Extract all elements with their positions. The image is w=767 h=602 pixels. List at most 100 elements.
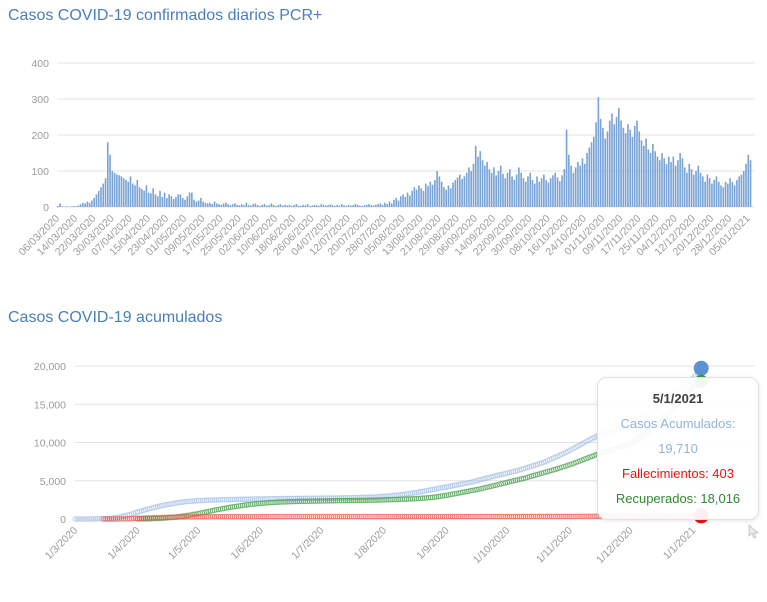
- series-point[interactable]: [433, 494, 440, 500]
- series-point[interactable]: [326, 513, 333, 520]
- daily-cases-bar[interactable]: [288, 204, 291, 207]
- daily-cases-bar[interactable]: [499, 165, 502, 207]
- series-point[interactable]: [575, 513, 581, 520]
- daily-cases-bar[interactable]: [404, 196, 407, 207]
- daily-cases-bar[interactable]: [665, 163, 668, 207]
- daily-cases-bar[interactable]: [495, 175, 497, 207]
- series-point[interactable]: [233, 503, 240, 510]
- series-point[interactable]: [496, 513, 503, 520]
- daily-cases-bar[interactable]: [177, 194, 180, 207]
- series-point[interactable]: [171, 500, 177, 507]
- series-point[interactable]: [98, 515, 105, 522]
- series-point[interactable]: [171, 514, 177, 520]
- daily-cases-bar[interactable]: [100, 187, 102, 207]
- series-point[interactable]: [464, 480, 470, 486]
- series-point[interactable]: [585, 513, 591, 520]
- daily-cases-bar[interactable]: [572, 172, 575, 207]
- series-point[interactable]: [108, 516, 115, 522]
- daily-cases-bar[interactable]: [565, 129, 568, 207]
- daily-cases-bar[interactable]: [145, 185, 148, 207]
- series-point[interactable]: [486, 513, 492, 520]
- daily-cases-bar[interactable]: [111, 171, 114, 207]
- series-point[interactable]: [478, 513, 484, 520]
- daily-cases-bar[interactable]: [304, 205, 307, 207]
- series-point[interactable]: [357, 513, 363, 520]
- series-point[interactable]: [332, 513, 339, 520]
- series-point[interactable]: [274, 513, 280, 520]
- daily-cases-bar[interactable]: [379, 203, 382, 207]
- series-point[interactable]: [328, 513, 335, 520]
- daily-cases-bar[interactable]: [708, 178, 711, 207]
- series-point[interactable]: [544, 513, 551, 520]
- series-point[interactable]: [431, 513, 438, 520]
- daily-cases-bar[interactable]: [649, 153, 652, 207]
- daily-cases-bar[interactable]: [508, 169, 511, 207]
- series-point[interactable]: [577, 513, 583, 520]
- series-point[interactable]: [458, 513, 464, 520]
- daily-cases-bar[interactable]: [449, 188, 452, 207]
- daily-cases-bar[interactable]: [524, 181, 527, 207]
- series-point[interactable]: [118, 516, 125, 522]
- daily-cases-bar[interactable]: [545, 180, 547, 207]
- series-point[interactable]: [308, 498, 315, 504]
- daily-cases-bar[interactable]: [443, 187, 445, 207]
- daily-cases-bar[interactable]: [440, 181, 443, 207]
- daily-cases-bar[interactable]: [84, 203, 86, 207]
- series-point[interactable]: [351, 497, 357, 504]
- daily-cases-bar[interactable]: [57, 205, 59, 207]
- daily-cases-bar[interactable]: [588, 147, 591, 207]
- daily-cases-bar[interactable]: [309, 205, 311, 207]
- daily-cases-bar[interactable]: [661, 153, 663, 207]
- daily-cases-bar[interactable]: [284, 204, 286, 207]
- daily-cases-bar[interactable]: [670, 162, 672, 207]
- daily-cases-bar[interactable]: [166, 198, 168, 207]
- daily-cases-bar[interactable]: [402, 194, 404, 207]
- series-point[interactable]: [441, 492, 448, 499]
- series-point[interactable]: [243, 502, 250, 508]
- series-point[interactable]: [163, 514, 169, 521]
- daily-cases-bar[interactable]: [606, 131, 609, 207]
- daily-cases-bar[interactable]: [109, 154, 111, 207]
- daily-cases-bar[interactable]: [66, 206, 68, 207]
- daily-cases-bar[interactable]: [259, 205, 261, 207]
- daily-cases-bar[interactable]: [533, 183, 536, 207]
- series-point[interactable]: [132, 515, 139, 522]
- daily-cases-bar[interactable]: [622, 127, 625, 207]
- series-point[interactable]: [316, 513, 323, 520]
- daily-cases-bar[interactable]: [463, 176, 466, 207]
- daily-cases-bar[interactable]: [318, 205, 320, 207]
- series-point[interactable]: [391, 496, 398, 503]
- daily-cases-bar[interactable]: [672, 156, 675, 207]
- series-point[interactable]: [490, 513, 496, 520]
- series-point[interactable]: [308, 513, 315, 520]
- daily-cases-bar[interactable]: [638, 131, 641, 207]
- series-point[interactable]: [435, 493, 442, 500]
- series-point[interactable]: [128, 515, 135, 522]
- series-point[interactable]: [391, 513, 398, 520]
- series-point[interactable]: [302, 498, 309, 505]
- daily-cases-bar[interactable]: [343, 205, 345, 207]
- series-point[interactable]: [239, 513, 246, 520]
- series-point[interactable]: [306, 513, 313, 520]
- series-point[interactable]: [369, 513, 375, 520]
- series-point[interactable]: [258, 513, 264, 520]
- series-point[interactable]: [393, 513, 400, 520]
- series-point[interactable]: [320, 513, 327, 520]
- daily-cases-bar[interactable]: [497, 171, 500, 207]
- daily-cases-bar[interactable]: [538, 181, 541, 207]
- daily-cases-bar[interactable]: [686, 172, 688, 207]
- daily-cases-bar[interactable]: [81, 202, 84, 207]
- daily-cases-bar[interactable]: [447, 185, 450, 207]
- series-point[interactable]: [296, 513, 303, 520]
- daily-cases-bar[interactable]: [552, 175, 554, 207]
- daily-cases-bar[interactable]: [211, 204, 214, 207]
- daily-cases-bar[interactable]: [175, 196, 177, 207]
- series-point[interactable]: [518, 513, 525, 520]
- series-point[interactable]: [324, 513, 331, 520]
- series-point[interactable]: [524, 513, 531, 520]
- daily-cases-bar[interactable]: [602, 127, 604, 207]
- daily-cases-bar[interactable]: [200, 198, 202, 207]
- series-point[interactable]: [409, 513, 416, 520]
- series-point[interactable]: [264, 513, 270, 520]
